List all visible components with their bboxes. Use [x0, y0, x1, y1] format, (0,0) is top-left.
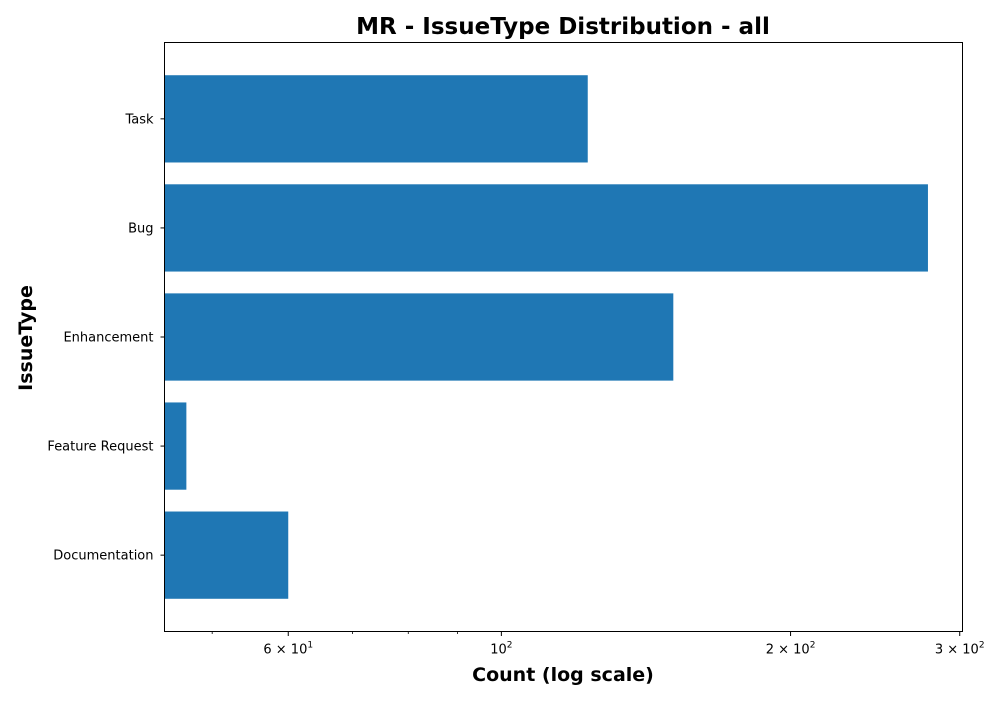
y-tick-label: Enhancement: [63, 331, 153, 346]
bar-enhancement: [164, 293, 674, 381]
plot-frame: [164, 42, 963, 632]
y-tick-label: Documentation: [53, 549, 153, 564]
bar-task: [164, 75, 588, 163]
x-tick-label: 3 × 102: [935, 641, 985, 658]
x-axis-label: Count (log scale): [472, 664, 654, 686]
bar-feature-request: [164, 402, 187, 490]
y-axis-label: IssueType: [15, 285, 37, 391]
y-tick-label: Task: [124, 112, 154, 127]
y-tick-label: Bug: [128, 221, 153, 236]
bars-layer: [164, 75, 928, 599]
x-tick-label: 2 × 102: [766, 641, 816, 658]
y-ticks-layer: Task Bug Enhancement Feature Request Documen…: [47, 112, 165, 564]
x-tick-label: 6 × 101: [263, 641, 313, 658]
bar-bug: [164, 184, 928, 272]
chart-title: MR - IssueType Distribution - all: [356, 14, 770, 40]
x-ticks-layer: 6 × 101 102 2 × 102 3 × 102: [211, 631, 985, 658]
x-tick-label: 102: [490, 641, 512, 658]
bar-documentation: [164, 511, 289, 599]
y-tick-label: Feature Request: [47, 440, 153, 455]
